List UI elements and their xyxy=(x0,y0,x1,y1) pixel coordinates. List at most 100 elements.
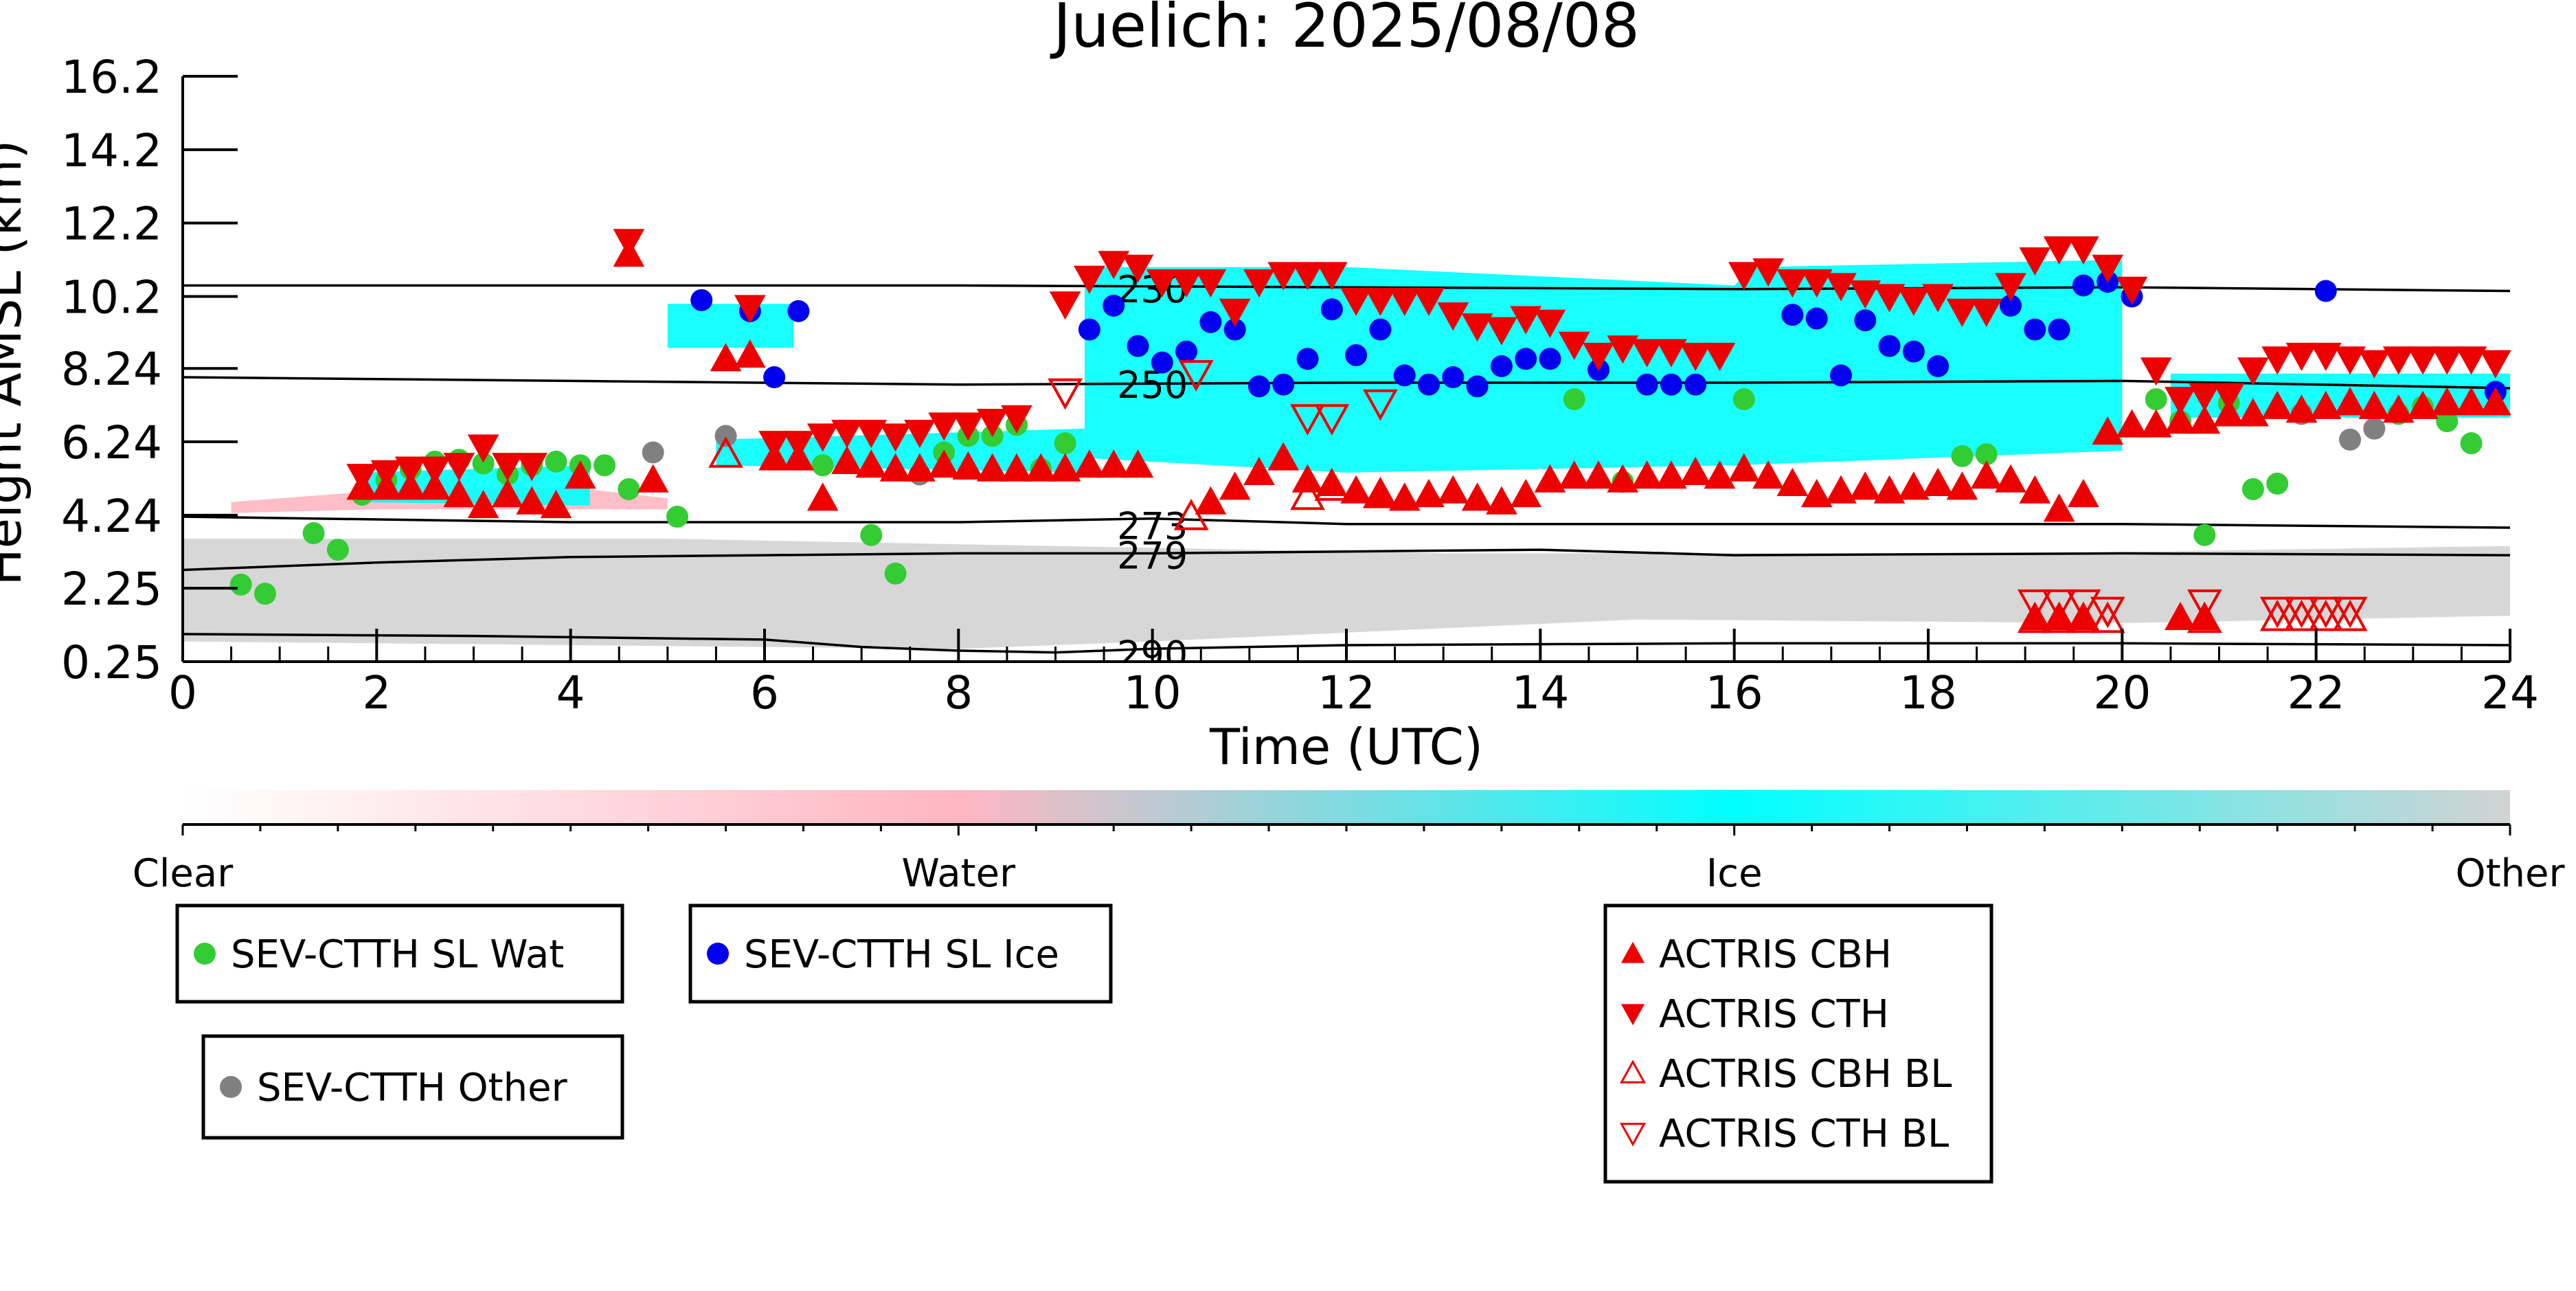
y-tick-label: 6.24 xyxy=(61,416,162,469)
data-point xyxy=(1049,291,1081,320)
data-point xyxy=(2189,383,2221,412)
data-point xyxy=(2266,472,2289,495)
contour-line-250 xyxy=(183,376,2510,390)
data-point xyxy=(1607,335,1639,364)
data-point xyxy=(2332,596,2368,629)
y-tick-label: 12.2 xyxy=(61,198,162,251)
data-point xyxy=(2261,390,2294,419)
colorbar-label: Ice xyxy=(1706,851,1763,896)
data-point xyxy=(714,425,737,447)
data-point xyxy=(1539,348,1561,370)
data-point xyxy=(637,464,669,493)
series-sev-ctth-sl-ice xyxy=(690,271,2507,403)
data-point xyxy=(1800,269,1833,298)
x-tick-label: 8 xyxy=(944,666,973,719)
data-point xyxy=(1291,262,1324,291)
data-point xyxy=(1510,478,1542,508)
data-point xyxy=(2241,478,2264,500)
data-point xyxy=(1849,280,1882,309)
data-point xyxy=(1219,298,1251,327)
legend-marker xyxy=(194,943,216,965)
data-point xyxy=(1829,364,1852,387)
data-point xyxy=(782,431,815,460)
data-point xyxy=(1660,373,1682,396)
x-tick-label: 4 xyxy=(556,666,585,719)
data-point xyxy=(1049,453,1081,482)
x-tick-label: 20 xyxy=(2093,666,2151,719)
data-point xyxy=(1437,475,1469,504)
data-point xyxy=(1902,340,1925,363)
data-point xyxy=(229,573,252,596)
data-point xyxy=(1631,460,1663,489)
data-point xyxy=(1732,388,1755,411)
data-point xyxy=(1178,360,1214,392)
data-point xyxy=(2334,346,2366,375)
data-point xyxy=(1315,467,1348,496)
data-point xyxy=(1995,464,2026,493)
data-point xyxy=(419,471,451,500)
data-point xyxy=(2017,601,2053,633)
data-point xyxy=(1363,389,1398,421)
data-point xyxy=(952,412,984,441)
legend-frame xyxy=(688,903,1113,1004)
data-point xyxy=(1680,456,1712,485)
data-point xyxy=(831,420,863,449)
data-point xyxy=(1437,302,1469,331)
data-point xyxy=(1927,355,1950,377)
data-point xyxy=(2213,383,2245,412)
data-point xyxy=(1173,498,1209,530)
data-point xyxy=(806,482,839,511)
legend-box-2: SEV-CTTH SL Ice xyxy=(688,903,1113,1004)
chart-title: Juelich: 2025/08/08 xyxy=(1050,0,1640,61)
legend-box-1: SEV-CTTH SL Wat xyxy=(175,903,624,1004)
data-point xyxy=(1558,460,1590,489)
data-point xyxy=(1752,258,1784,287)
data-point xyxy=(1127,335,1149,357)
data-point xyxy=(2043,236,2075,265)
data-point xyxy=(2363,417,2386,440)
x-tick-label: 2 xyxy=(362,666,391,719)
data-point xyxy=(2165,387,2196,416)
data-point xyxy=(2066,589,2101,621)
data-point xyxy=(1607,464,1639,493)
data-point xyxy=(1267,262,1300,291)
data-point xyxy=(1563,388,1585,411)
data-point xyxy=(1800,478,1833,508)
data-point xyxy=(1364,478,1397,508)
data-point xyxy=(787,300,810,322)
data-point xyxy=(1195,486,1227,515)
data-point xyxy=(1999,294,2022,317)
data-point xyxy=(2358,390,2391,419)
data-point xyxy=(2407,390,2439,419)
contour-label-279: 279 xyxy=(1117,534,1188,577)
data-point xyxy=(1558,331,1590,360)
data-point xyxy=(2066,601,2101,633)
data-point xyxy=(326,539,349,561)
data-point xyxy=(2187,601,2222,633)
data-point xyxy=(1098,449,1130,478)
data-point xyxy=(1873,475,1906,504)
legend-marker xyxy=(1619,1059,1647,1084)
data-point xyxy=(2017,589,2053,621)
data-point xyxy=(1486,486,1517,515)
data-point xyxy=(2308,599,2344,631)
data-point xyxy=(1776,269,1809,298)
data-point xyxy=(1243,269,1275,298)
data-point xyxy=(302,522,325,545)
data-point xyxy=(1781,304,1804,326)
data-point xyxy=(370,460,403,489)
data-point xyxy=(811,454,834,477)
data-point xyxy=(2213,398,2245,427)
data-point xyxy=(2187,589,2222,621)
data-point xyxy=(443,478,475,508)
data-point xyxy=(2019,475,2051,504)
data-point xyxy=(2285,342,2318,372)
data-point xyxy=(1417,373,1440,396)
data-point xyxy=(394,471,427,500)
x-tick-label: 22 xyxy=(2287,666,2345,719)
data-point xyxy=(879,453,912,482)
data-point xyxy=(2068,236,2099,265)
data-point xyxy=(2339,428,2362,451)
colorbar-label: Other xyxy=(2455,851,2565,896)
